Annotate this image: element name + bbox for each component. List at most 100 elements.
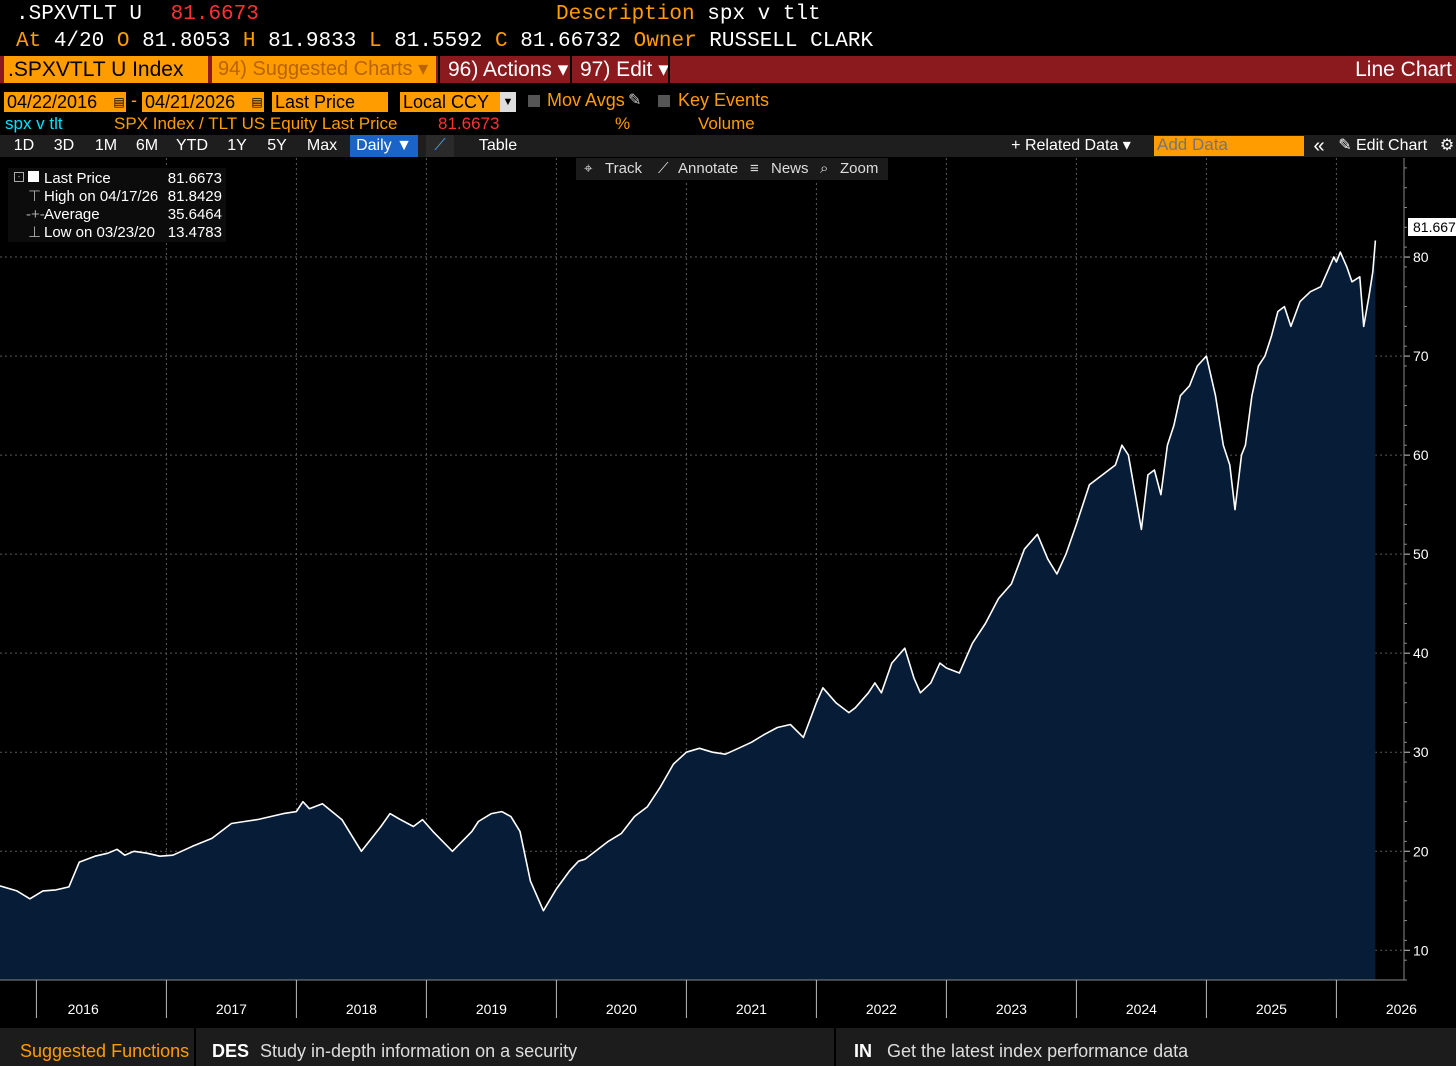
legend-low-value: 13.4783 — [167, 224, 222, 241]
ticker: .SPXVTLT U — [16, 3, 143, 26]
legend-low-label: Low on 03/23/20 — [44, 224, 155, 241]
low-marker-icon: ⊥ — [28, 224, 42, 241]
legend-avg-value: 35.6464 — [167, 206, 222, 223]
date-dash: - — [131, 90, 137, 110]
currency-select[interactable]: Local CCY — [400, 92, 500, 112]
menubar: .SPXVTLT U Index 94) Suggested Charts ▾ … — [0, 56, 1456, 83]
tab-6m[interactable]: 6M — [135, 137, 159, 154]
mov-avgs-checkbox[interactable] — [528, 95, 540, 107]
zoom-icon[interactable]: ⌕ — [820, 160, 829, 177]
security-field[interactable]: .SPXVTLT U Index — [4, 56, 208, 83]
collapse-legend-icon[interactable]: - — [14, 172, 24, 182]
field-select[interactable]: Last Price — [272, 92, 388, 112]
volume-label: Volume — [698, 114, 755, 133]
y-tick-label: 20 — [1413, 843, 1429, 859]
key-events-checkbox[interactable] — [658, 95, 670, 107]
des-function-text[interactable]: Study in-depth information on a security — [260, 1041, 578, 1061]
footer-divider — [194, 1028, 196, 1066]
y-tick-label: 80 — [1413, 249, 1429, 265]
tab-5y[interactable]: 5Y — [267, 137, 287, 154]
x-tick-label: 2021 — [736, 1001, 767, 1017]
last-price-swatch — [28, 171, 39, 182]
tab-1y[interactable]: 1Y — [227, 137, 247, 154]
x-tick-label: 2020 — [606, 1001, 637, 1017]
annotate-button[interactable]: Annotate — [678, 160, 739, 177]
mov-avgs-label: Mov Avgs — [547, 90, 625, 110]
price-line — [0, 240, 1377, 912]
tab-3d[interactable]: 3D — [53, 137, 75, 154]
zoom-button[interactable]: Zoom — [840, 160, 879, 177]
actions-menu[interactable]: 96) Actions ▾ — [448, 58, 569, 81]
annotate-icon[interactable]: ⟋ — [658, 160, 669, 177]
edit-chart-button[interactable]: Edit Chart — [1356, 137, 1428, 154]
x-axis: 2016 2017 2018 2019 2020 2021 2022 2023 2024 2025… — [0, 979, 1417, 1018]
end-date-input[interactable]: 04/21/2026 — [142, 92, 250, 112]
table-button[interactable]: Table — [478, 137, 518, 154]
collapse-icon[interactable]: « — [1313, 135, 1325, 157]
y-tick-label: 50 — [1413, 546, 1429, 562]
y-tick-label: 70 — [1413, 348, 1429, 364]
owner-value: RUSSELL CLARK — [709, 30, 874, 53]
ohlc-line: At 4/20 O 81.8053 H 81.9833 L 81.5592 C … — [16, 29, 873, 55]
period-toolbar: 1D 3D 1M 6M YTD 1Y 5Y Max Daily ▼ ⟋ Tabl… — [0, 135, 1456, 157]
footer-divider — [834, 1028, 836, 1066]
suggested-functions-label: Suggested Functions — [20, 1041, 190, 1061]
series-value: 81.6673 — [438, 114, 500, 133]
track-button[interactable]: Track — [605, 160, 642, 177]
chevron-down-icon[interactable]: ▼ — [500, 92, 516, 112]
last-price-tag: 81.667 — [1408, 218, 1456, 236]
x-tick-label: 2026 — [1386, 1001, 1417, 1017]
frequency-select[interactable]: Daily ▼ — [350, 135, 418, 157]
description: Description spx v tlt — [556, 2, 821, 28]
close-label: C — [495, 30, 508, 53]
menubar-divider — [438, 56, 440, 83]
menubar-divider — [570, 56, 572, 83]
high-label: H — [242, 30, 256, 53]
add-data-input[interactable] — [1154, 136, 1303, 154]
low-label: L — [368, 30, 382, 53]
x-tick-label: 2018 — [346, 1001, 377, 1017]
x-tick-label: 2023 — [996, 1001, 1027, 1017]
pencil-icon[interactable]: ✎ — [1338, 137, 1352, 154]
tab-1m[interactable]: 1M — [94, 137, 118, 154]
legend-avg-label: Average — [44, 206, 100, 223]
des-function-code[interactable]: DES — [212, 1041, 250, 1061]
track-icon[interactable]: ⌖ — [584, 160, 593, 177]
tab-ytd[interactable]: YTD — [176, 137, 208, 154]
pencil-icon[interactable]: ✎ — [628, 92, 642, 109]
x-tick-label: 2019 — [476, 1001, 507, 1017]
legend-high-label: High on 04/17/26 — [44, 188, 159, 205]
area-fill — [0, 240, 1376, 980]
suggested-charts-button[interactable]: 94) Suggested Charts ▾ — [212, 56, 436, 83]
series-name[interactable]: spx v tlt — [5, 114, 63, 133]
tab-max[interactable]: Max — [306, 137, 338, 154]
y-tick-label: 40 — [1413, 645, 1429, 661]
close-value: 81.66732 — [520, 30, 622, 53]
description-label: Description — [556, 3, 695, 26]
high-marker-icon: ⊤ — [28, 188, 42, 205]
add-data-box — [1154, 136, 1304, 156]
legend-high-value: 81.8429 — [167, 188, 222, 205]
start-date-input[interactable]: 04/22/2016 — [4, 92, 112, 112]
menubar-divider — [668, 56, 670, 83]
open-value: 81.8053 — [142, 30, 231, 53]
chart-tool-strip — [576, 158, 888, 180]
x-tick-label: 2025 — [1256, 1001, 1287, 1017]
gear-icon[interactable]: ⚙ — [1439, 137, 1455, 154]
edit-menu[interactable]: 97) Edit ▾ — [580, 58, 669, 81]
owner-label: Owner — [633, 30, 697, 53]
related-data-button[interactable]: + Related Data ▾ — [1011, 137, 1131, 154]
line-chart-icon[interactable]: ⟋ — [426, 135, 454, 157]
in-function-text[interactable]: Get the latest index performance data — [887, 1041, 1189, 1061]
y-tick-label: 60 — [1413, 447, 1429, 463]
chart-legend: - Last Price 81.6673 ⊤ High on 04/17/26 … — [8, 168, 226, 242]
in-function-code[interactable]: IN — [854, 1041, 872, 1061]
calendar-icon[interactable]: ▤ — [250, 92, 264, 112]
high-value: 81.9833 — [268, 30, 357, 53]
price-chart[interactable]: 10 20 30 40 50 60 70 80 2016 2017 2018 2019 2020 202… — [0, 158, 1456, 1028]
tab-1d[interactable]: 1D — [13, 137, 35, 154]
x-tick-label: 2016 — [68, 1001, 99, 1017]
news-button[interactable]: News — [771, 160, 809, 177]
calendar-icon[interactable]: ▤ — [112, 92, 126, 112]
news-icon[interactable]: ≡ — [750, 160, 759, 177]
